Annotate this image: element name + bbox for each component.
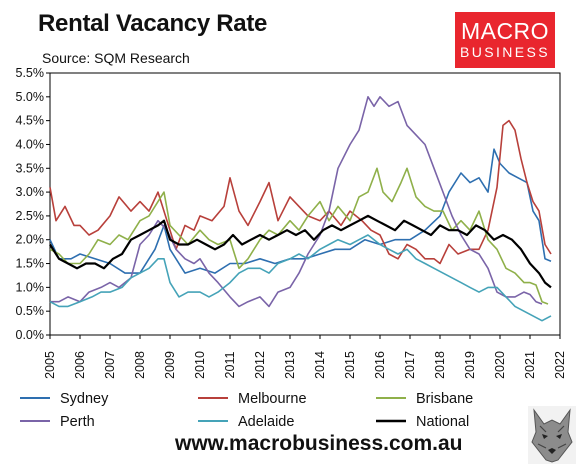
x-tick-label: 2021 bbox=[523, 351, 537, 379]
y-tick-label: 1.5% bbox=[16, 257, 45, 271]
x-tick-label: 2020 bbox=[493, 351, 507, 379]
series-line-perth bbox=[50, 96, 543, 308]
y-tick-label: 2.5% bbox=[16, 209, 45, 223]
y-tick-label: 4.5% bbox=[16, 114, 45, 128]
x-tick-label: 2006 bbox=[73, 351, 87, 379]
plot-frame bbox=[49, 72, 561, 336]
y-tick-label: 0.0% bbox=[16, 328, 45, 342]
series-line-adelaide bbox=[49, 234, 552, 322]
x-tick-label: 2008 bbox=[133, 351, 147, 379]
x-tick-label: 2019 bbox=[463, 351, 477, 379]
chart-series bbox=[49, 96, 552, 322]
y-tick-label: 5.0% bbox=[16, 90, 45, 104]
x-tick-label: 2017 bbox=[403, 351, 417, 379]
legend-label-national: National bbox=[416, 414, 469, 430]
chart-legend: Sydney Melbourne Brisbane Perth Adelaide Nati… bbox=[20, 391, 473, 430]
x-tick-label: 2005 bbox=[43, 351, 57, 379]
x-tick-label: 2007 bbox=[103, 351, 117, 379]
series-line-brisbane bbox=[49, 167, 549, 305]
macrobusiness-logo: MACRO BUSINESS bbox=[455, 12, 555, 68]
legend-label-adelaide: Adelaide bbox=[238, 414, 294, 430]
legend-label-perth: Perth bbox=[60, 414, 95, 430]
x-tick-label: 2011 bbox=[223, 352, 237, 379]
y-tick-label: 2.0% bbox=[16, 233, 45, 247]
x-tick-label: 2012 bbox=[253, 351, 267, 379]
chart-title: Rental Vacancy Rate bbox=[38, 10, 268, 37]
series-line-national bbox=[49, 214, 552, 289]
x-tick-label: 2016 bbox=[373, 351, 387, 379]
logo-line-business: BUSINESS bbox=[460, 44, 550, 60]
series-line-melbourne bbox=[49, 119, 552, 265]
chart-axes: 0.0% 0.5% 1.0% 1.5% 2.0% 2.5% 3.0% 3.5% 4.0% 4.5%… bbox=[16, 66, 568, 379]
chart-source: Source: SQM Research bbox=[42, 50, 190, 66]
y-tick-label: 5.5% bbox=[16, 66, 45, 80]
legend-label-melbourne: Melbourne bbox=[238, 391, 307, 407]
x-tick-label: 2010 bbox=[193, 351, 207, 379]
y-tick-label: 3.0% bbox=[16, 185, 45, 199]
x-tick-label: 2009 bbox=[163, 351, 177, 379]
legend-label-sydney: Sydney bbox=[60, 391, 109, 407]
website-url: www.macrobusiness.com.au bbox=[175, 432, 463, 455]
x-tick-label: 2018 bbox=[433, 351, 447, 379]
legend-label-brisbane: Brisbane bbox=[416, 391, 473, 407]
x-tick-label: 2015 bbox=[343, 351, 357, 379]
x-tick-label: 2014 bbox=[313, 351, 327, 379]
logo-line-macro: MACRO bbox=[460, 18, 550, 44]
x-tick-label: 2013 bbox=[283, 351, 297, 379]
y-tick-label: 1.0% bbox=[16, 280, 45, 294]
y-tick-label: 0.5% bbox=[16, 304, 45, 318]
wolf-logo-icon bbox=[528, 406, 576, 464]
y-tick-label: 3.5% bbox=[16, 161, 45, 175]
x-tick-label: 2022 bbox=[553, 351, 567, 379]
y-tick-label: 4.0% bbox=[16, 137, 45, 151]
